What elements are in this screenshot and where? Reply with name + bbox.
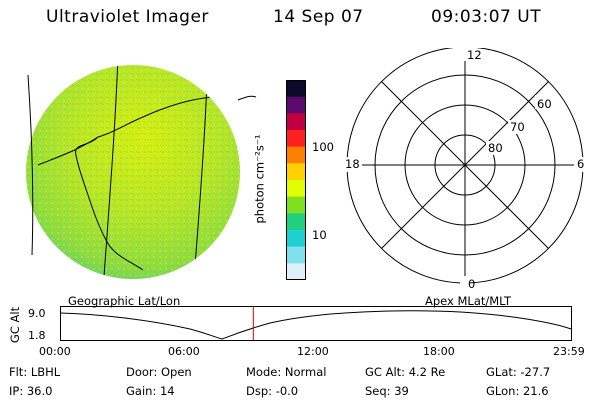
coastline [37,95,240,166]
door-readout: Door: Open [126,365,192,379]
colorbar-segment [286,80,306,98]
gain-value: 14 [159,384,175,398]
uv-earth-image [26,65,257,279]
filter-readout: Flt: LBHL [9,365,61,379]
colorbar-frame [286,80,306,280]
glat-readout: GLat: -27.7 [486,365,551,379]
filter-value: LBHL [30,365,61,379]
time-tick-0000: 00:00 [39,345,71,358]
seq-readout: Seq: 39 [365,384,409,398]
glon-readout: GLon: 21.6 [486,384,549,398]
gain-readout: Gain: 14 [126,384,175,398]
dsp-value: -0.0 [275,384,299,398]
colorbar-tick-100: 100 [312,140,334,154]
ip-readout: IP: 36.0 [9,384,53,398]
altitude-axis-label: GC Alt [8,306,23,344]
coastline [75,136,144,271]
polar-ring-label-80: 80 [488,141,503,155]
colorbar-segment [286,146,306,164]
polar-ring-label-70: 70 [510,120,525,134]
colorbar-segment [286,213,306,231]
polar-diagonal [381,81,549,249]
altitude-plot [60,306,572,341]
geographic-label: Geographic Lat/Lon [68,294,181,308]
time-label: 09:03:07 UT [431,7,542,27]
door-value: Open [160,365,192,379]
glat-value: -27.7 [520,365,551,379]
colorbar-segment [286,196,306,214]
colorbar-segment [286,113,306,131]
polar-hour-18: 18 [345,157,360,171]
glon-value: 21.6 [522,384,549,398]
gc-alt-value: 4.2 Re [408,365,446,379]
polar-plot [342,48,586,288]
colorbar-segment [286,130,306,148]
colorbar-segment [286,96,306,114]
time-tick-1200: 12:00 [297,345,329,358]
colorbar-segment [286,180,306,198]
polar-hour-6: 6 [577,157,585,171]
time-tick-1800: 18:00 [423,345,455,358]
colorbar-unit-label: photon cm⁻²s⁻¹ [252,134,267,224]
colorbar-segment [286,263,306,281]
time-tick-0600: 06:00 [168,345,200,358]
date-label: 14 Sep 07 [273,7,364,27]
altitude-tick-1.8: 1.8 [28,329,46,342]
apex-label: Apex MLat/MLT [425,294,512,308]
polar-hour-0: 0 [468,277,476,291]
altitude-plot-frame [60,306,572,341]
meridian-line [102,65,119,279]
dsp-readout: Dsp: -0.0 [246,384,299,398]
polar-ring-label-60: 60 [537,97,552,111]
colorbar-tick-10: 10 [312,228,327,242]
gc-alt-readout: GC Alt: 4.2 Re [365,365,446,379]
altitude-tick-9: 9.0 [28,307,46,320]
polar-hour-12: 12 [467,48,482,62]
colorbar [286,80,306,281]
altitude-curve [60,310,572,340]
instrument-title: Ultraviolet Imager [46,7,209,27]
time-tick-2359: 23:59 [553,345,585,358]
colorbar-segment [286,246,306,264]
ip-value: 36.0 [26,384,53,398]
colorbar-segment [286,230,306,248]
seq-value: 39 [394,384,409,398]
colorbar-segment [286,163,306,181]
mode-readout: Mode: Normal [246,365,327,379]
mode-value: Normal [284,365,327,379]
